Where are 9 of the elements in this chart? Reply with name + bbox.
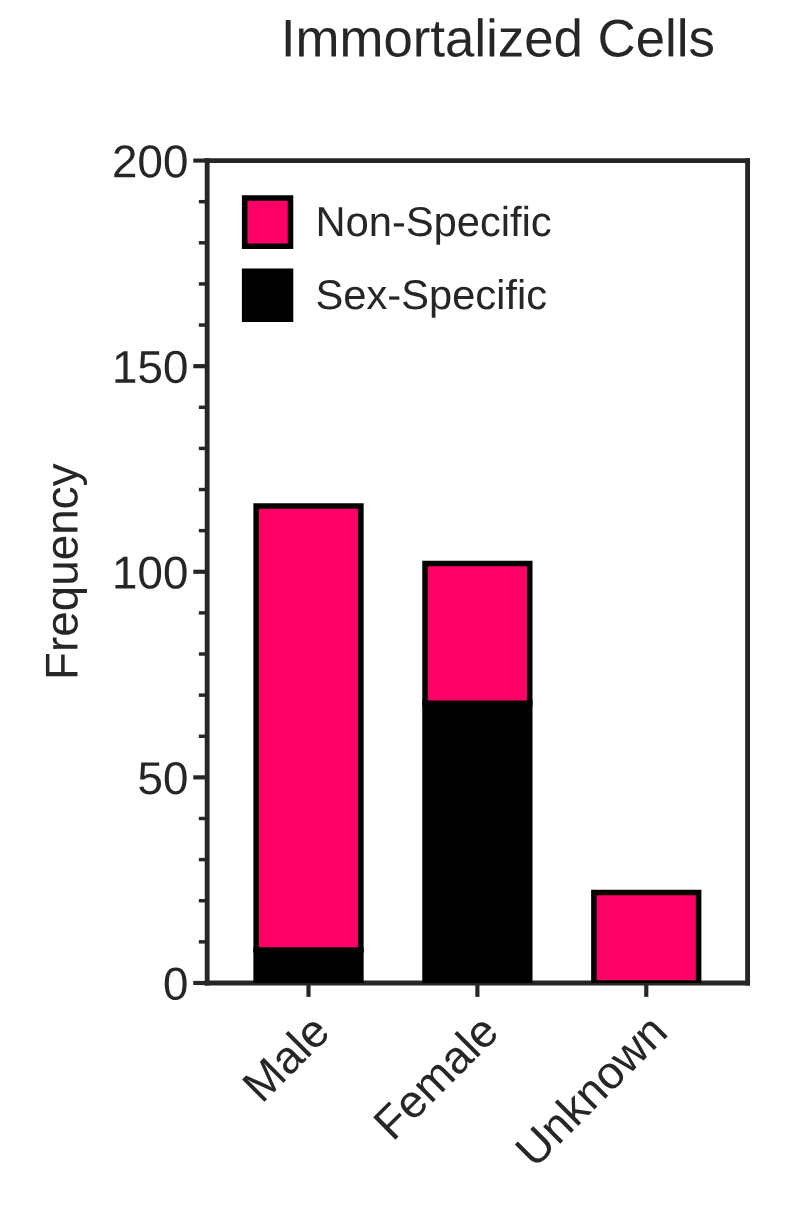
y-tick-label: 200 [114,145,187,178]
y-tick-label: 0 [164,967,187,1001]
chart-title: Immortalized Cells [285,18,713,57]
y-tick-label: 100 [115,556,187,589]
y-tick-label: 50 [139,761,187,795]
y-axis-title: Frequency [45,463,87,677]
legend-label: Non-Specific [318,205,551,245]
y-tick-label: 150 [115,350,187,384]
legend-label: Sex-Specific [317,278,546,318]
